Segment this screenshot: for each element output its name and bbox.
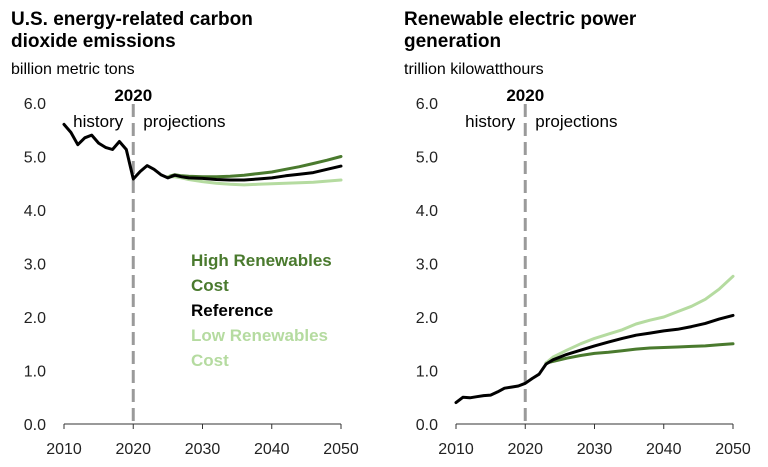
- left-y-tick-label: 2.0: [24, 310, 46, 327]
- right-chart: 0.0 1.0 2.0 3.0 4.0 5.0 6.0 2010 2020 2030 2040 205…: [416, 86, 751, 458]
- legend-entry: Cost: [191, 351, 229, 370]
- legend-entry: High Renewables: [191, 251, 332, 270]
- legend-entry: Reference: [191, 301, 273, 320]
- right-x-tick-label: 2020: [507, 441, 543, 458]
- left-title-line-2: dioxide emissions: [11, 31, 176, 52]
- left-title-line-1: U.S. energy-related carbon: [11, 9, 253, 30]
- left-x-tick-label: 2050: [323, 441, 359, 458]
- right-y-tick-label: 4.0: [416, 203, 438, 220]
- left-projections-label: projections: [143, 112, 225, 131]
- right-title-line-1: Renewable electric power: [404, 9, 637, 30]
- right-series-high-renewables-cost: [544, 342, 735, 365]
- right-x-tick-label: 2010: [438, 441, 474, 458]
- right-x-tick-label: 2040: [646, 441, 682, 458]
- left-series-high-renewables-cost: [166, 155, 343, 179]
- left-series-reference: [62, 122, 343, 182]
- left-chart-title: U.S. energy-related carbon dioxide emiss…: [11, 9, 341, 53]
- left-chart: 0.0 1.0 2.0 3.0 4.0 5.0 6.0 2010 2020 2030 2040 205…: [24, 86, 359, 458]
- left-x-tick-label: 2030: [185, 441, 221, 458]
- right-x-tick-label: 2030: [577, 441, 613, 458]
- left-history-label: history: [73, 112, 124, 131]
- legend-entry: Cost: [191, 276, 229, 295]
- right-chart-unit: trillion kilowatthours: [404, 61, 544, 78]
- left-x-tick-label: 2020: [115, 441, 151, 458]
- right-x-tick-label: 2050: [715, 441, 751, 458]
- right-y-tick-label: 2.0: [416, 310, 438, 327]
- right-series-reference: [454, 313, 735, 405]
- left-y-tick-label: 3.0: [24, 257, 46, 274]
- right-y-tick-label: 5.0: [416, 150, 438, 167]
- right-y-tick-label: 3.0: [416, 257, 438, 274]
- right-y-tick-label: 0.0: [416, 417, 438, 434]
- left-y-tick-label: 1.0: [24, 364, 46, 381]
- right-y-tick-label: 1.0: [416, 364, 438, 381]
- right-history-label: history: [465, 112, 516, 131]
- left-x-tick-label: 2010: [46, 441, 82, 458]
- right-series-low-renewables-cost: [544, 274, 735, 365]
- legend-entry: Low Renewables: [191, 326, 328, 345]
- right-marker-year: 2020: [506, 86, 544, 105]
- left-y-tick-label: 0.0: [24, 417, 46, 434]
- left-y-tick-label: 5.0: [24, 150, 46, 167]
- left-chart-unit: billion metric tons: [11, 61, 135, 78]
- right-y-tick-label: 6.0: [416, 96, 438, 113]
- right-title-line-2: generation: [404, 31, 502, 52]
- left-marker-year: 2020: [114, 86, 152, 105]
- left-x-tick-label: 2040: [254, 441, 290, 458]
- right-projections-label: projections: [535, 112, 617, 131]
- right-chart-title: Renewable electric power generation: [404, 9, 734, 53]
- left-y-tick-label: 6.0: [24, 96, 46, 113]
- left-y-tick-label: 4.0: [24, 203, 46, 220]
